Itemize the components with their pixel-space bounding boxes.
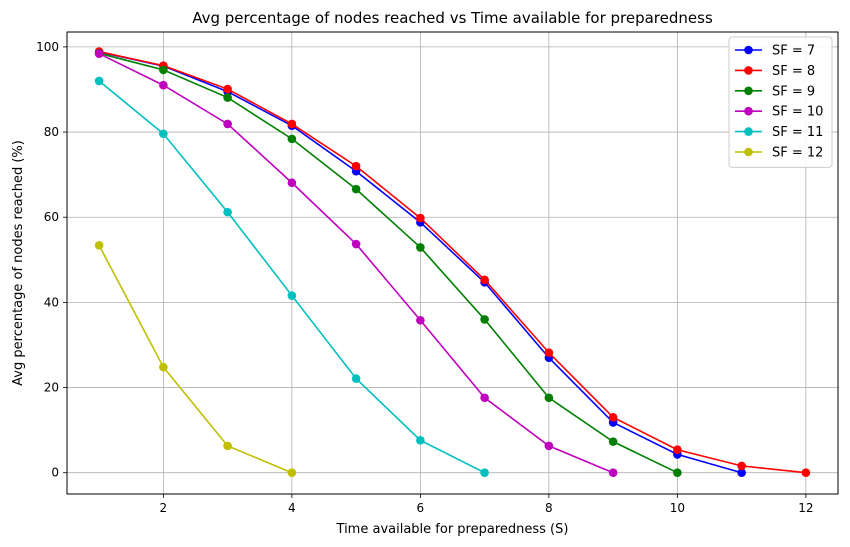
legend-marker bbox=[744, 45, 753, 55]
y-tick-label: 40 bbox=[44, 295, 59, 309]
plot-frame bbox=[66, 31, 839, 495]
series-line bbox=[98, 52, 614, 474]
data-point bbox=[416, 315, 425, 325]
data-point bbox=[94, 241, 104, 250]
data-point bbox=[159, 65, 168, 75]
x-tick-label: 2 bbox=[160, 501, 168, 515]
legend-marker bbox=[744, 147, 753, 157]
series-layer bbox=[94, 47, 811, 478]
y-tick-label: 100 bbox=[36, 40, 59, 54]
series-sf-9 bbox=[94, 48, 682, 478]
data-point bbox=[159, 129, 168, 139]
data-point bbox=[608, 468, 618, 478]
data-point bbox=[416, 243, 425, 252]
data-point bbox=[480, 393, 489, 403]
legend-marker bbox=[744, 66, 753, 75]
data-point bbox=[480, 275, 489, 285]
x-axis-title: Time available for preparedness (S) bbox=[336, 522, 569, 537]
x-tick-label: 6 bbox=[417, 501, 425, 515]
data-point bbox=[223, 207, 232, 217]
series-sf-12 bbox=[94, 241, 297, 478]
legend-marker bbox=[744, 106, 753, 116]
legend-label: SF = 11 bbox=[772, 125, 823, 140]
axis-ticks: 2 4 6 8 10 12 0 20 40 60 80 100 bbox=[36, 40, 813, 515]
legend-label: SF = 10 bbox=[772, 105, 823, 120]
x-tick-label: 4 bbox=[288, 501, 296, 515]
y-tick-label: 0 bbox=[51, 466, 59, 480]
data-point bbox=[737, 461, 746, 471]
series-sf-8 bbox=[94, 47, 811, 478]
series-sf-11 bbox=[94, 76, 489, 478]
legend-label: SF = 7 bbox=[772, 44, 815, 59]
legend-label: SF = 9 bbox=[772, 84, 815, 99]
data-point bbox=[673, 468, 682, 478]
data-point bbox=[223, 84, 232, 94]
data-point bbox=[544, 348, 554, 357]
y-axis-title: Avg percentage of nodes reached (%) bbox=[11, 140, 26, 386]
data-point bbox=[416, 213, 425, 223]
data-point bbox=[608, 437, 618, 446]
legend-label: SF = 8 bbox=[772, 64, 815, 79]
x-tick-label: 10 bbox=[670, 501, 685, 515]
data-point bbox=[737, 468, 746, 478]
legend: SF = 7 SF = 8 SF = 9 SF = 10 SF = 11 SF = 12 bbox=[728, 36, 833, 168]
series-line bbox=[98, 244, 293, 474]
y-tick-label: 80 bbox=[44, 125, 59, 139]
legend-entry: SF = 12 bbox=[735, 146, 823, 161]
series-line bbox=[98, 52, 678, 474]
legend-entry: SF = 11 bbox=[735, 125, 823, 140]
chart-title: Avg percentage of nodes reached vs Time … bbox=[192, 9, 713, 27]
data-point bbox=[223, 119, 232, 129]
data-point bbox=[287, 291, 297, 300]
legend-entry: SF = 10 bbox=[735, 105, 823, 120]
data-point bbox=[544, 441, 554, 451]
data-point bbox=[287, 134, 297, 144]
data-point bbox=[608, 413, 618, 422]
legend-marker bbox=[744, 127, 753, 136]
data-point bbox=[351, 374, 361, 383]
series-line bbox=[98, 50, 806, 474]
legend-marker bbox=[744, 86, 753, 96]
data-point bbox=[287, 468, 297, 478]
x-tick-label: 8 bbox=[545, 501, 553, 515]
data-point bbox=[287, 119, 297, 129]
data-point bbox=[544, 393, 554, 403]
data-point bbox=[94, 76, 104, 86]
legend-entry: SF = 9 bbox=[735, 84, 815, 99]
y-tick-label: 20 bbox=[44, 381, 59, 395]
series-sf-10 bbox=[94, 49, 618, 478]
data-point bbox=[673, 445, 682, 455]
x-tick-label: 12 bbox=[798, 501, 813, 515]
data-point bbox=[223, 441, 232, 451]
legend-entry: SF = 8 bbox=[735, 64, 815, 79]
data-point bbox=[351, 161, 361, 171]
data-point bbox=[801, 468, 811, 478]
data-point bbox=[159, 80, 168, 90]
legend-entry: SF = 7 bbox=[735, 44, 815, 59]
data-point bbox=[223, 93, 232, 102]
y-tick-label: 60 bbox=[44, 210, 59, 224]
data-point bbox=[287, 178, 297, 188]
data-point bbox=[94, 49, 104, 59]
grid-lines bbox=[67, 32, 838, 494]
data-point bbox=[351, 239, 361, 249]
data-point bbox=[480, 315, 489, 324]
data-point bbox=[416, 436, 425, 445]
data-point bbox=[480, 468, 489, 478]
data-point bbox=[159, 362, 168, 372]
legend-label: SF = 12 bbox=[772, 146, 823, 161]
data-point bbox=[351, 184, 361, 194]
